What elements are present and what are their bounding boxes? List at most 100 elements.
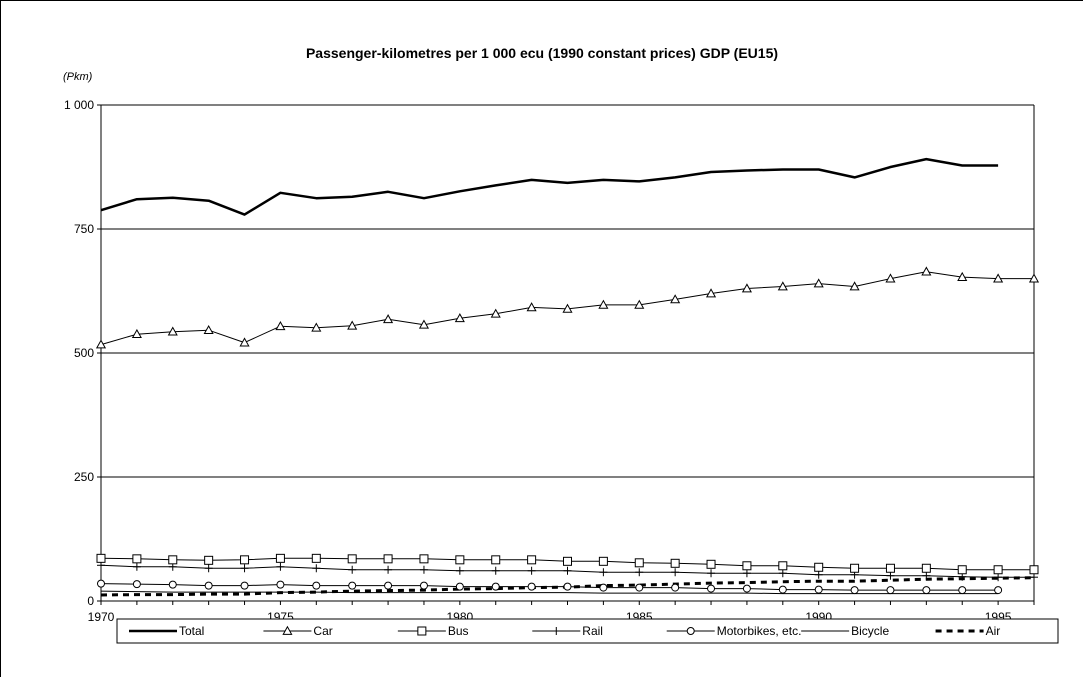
data-point-bus-1976 [311,553,321,563]
data-point-bus-1984 [598,556,608,566]
data-point-car-1987 [705,288,717,298]
series-bicycle [100,590,999,595]
data-point-car-1988 [741,283,752,293]
data-point-car-1977 [347,320,358,330]
data-point-bus-1989 [778,561,788,571]
data-point-rail-1985 [635,568,644,577]
data-point-motorbikes-etc-1979 [419,581,428,590]
y-tick-label-0: 0 [87,594,94,608]
data-point-car-1972 [167,326,178,336]
legend-item-total: Total [129,624,204,638]
data-point-motorbikes-etc-1990 [814,585,823,594]
data-point-car-1996 [1028,273,1040,283]
data-point-motorbikes-etc-1984 [599,583,608,592]
data-point-car-1979 [418,319,430,329]
data-point-rail-1992 [886,571,895,580]
data-point-bus-1971 [132,554,142,564]
data-point-car-1990 [813,278,824,288]
legend-label-car: Car [313,624,332,638]
data-point-rail-1971 [132,562,141,571]
data-point-bus-1995 [993,565,1003,575]
data-point-rail-1979 [419,565,428,574]
legend-item-motorbikes-etc: Motorbikes, etc. [666,624,802,638]
data-point-bus-1987 [706,559,716,569]
data-point-bus-1993 [921,563,931,573]
data-point-rail-1995 [994,573,1003,582]
data-point-car-1985 [634,299,645,309]
data-point-bus-1986 [670,558,680,568]
data-point-motorbikes-etc-1988 [742,584,751,593]
data-point-motorbikes-etc-1991 [850,586,859,595]
y-unit-label: (Pkm) [63,71,93,83]
data-point-car-1993 [921,266,932,276]
legend-marker-motorbikes-etc [686,627,695,635]
data-point-car-1986 [670,294,681,304]
y-tick-label-500: 500 [74,346,94,360]
data-point-car-1994 [957,271,968,281]
data-point-car-1978 [383,314,394,324]
data-point-rail-1978 [384,565,393,574]
data-point-bus-1980 [455,555,465,565]
data-point-bus-1990 [814,562,824,572]
y-tick-label-1000: 1 000 [64,98,94,112]
data-point-bus-1972 [168,555,178,565]
data-point-car-1971 [131,328,142,339]
data-point-motorbikes-etc-1974 [240,581,249,590]
data-point-rail-1977 [348,565,357,574]
data-point-car-1995 [993,273,1004,283]
legend: Total Car Bus Rail Motorbikes, etc. Bicycle Ai… [116,618,1059,644]
data-point-motorbikes-etc-1977 [348,581,357,590]
data-point-rail-1984 [599,568,608,577]
data-point-bus-1974 [240,555,250,565]
data-point-rail-1990 [814,570,823,579]
data-point-motorbikes-etc-1972 [168,580,177,589]
data-point-motorbikes-etc-1970 [97,579,105,588]
data-point-bus-1970 [96,553,106,563]
data-point-motorbikes-etc-1980 [455,582,464,591]
data-point-bus-1983 [563,556,572,566]
series-motorbikes-etc [97,579,1003,595]
data-point-motorbikes-etc-1992 [886,586,895,595]
legend-label-bus: Bus [448,624,469,638]
data-point-bus-1982 [527,555,537,565]
data-point-motorbikes-etc-1981 [491,582,500,591]
data-point-rail-1974 [240,564,249,573]
legend-label-total: Total [179,624,204,638]
data-point-bus-1985 [634,558,644,568]
data-point-motorbikes-etc-1989 [778,585,787,594]
data-point-car-1991 [849,281,860,291]
data-point-rail-1989 [778,569,787,578]
data-point-motorbikes-etc-1975 [276,580,285,589]
data-point-motorbikes-etc-1995 [994,586,1003,595]
gridlines [101,104,1035,602]
legend-marker-rail [552,627,561,635]
data-point-motorbikes-etc-1971 [132,580,141,589]
data-point-rail-1976 [312,564,321,573]
legend-item-rail: Rail [532,624,603,638]
data-point-car-1973 [203,324,214,335]
data-point-car-1992 [885,273,896,283]
data-point-motorbikes-etc-1994 [958,586,967,595]
data-point-motorbikes-etc-1982 [527,582,536,591]
data-point-motorbikes-etc-1973 [204,581,213,590]
data-point-car-1976 [311,322,322,332]
data-point-bus-1978 [383,554,393,564]
series-car [95,266,1040,349]
data-point-bus-1988 [742,561,752,571]
data-point-rail-1983 [563,566,572,575]
data-point-car-1989 [777,281,788,291]
legend-label-motorbikes-etc: Motorbikes, etc. [717,624,802,638]
data-point-bus-1991 [850,563,860,573]
legend-label-air: Air [986,624,1001,638]
data-point-rail-1980 [455,566,464,575]
legend-label-rail: Rail [582,624,603,638]
data-point-rail-1975 [276,562,285,571]
legend-marker-car [282,625,293,635]
data-point-car-1983 [562,303,573,313]
data-point-rail-1982 [527,566,536,575]
data-point-car-1975 [275,320,286,331]
series-bus [96,553,1039,575]
data-point-bus-1992 [885,563,895,573]
